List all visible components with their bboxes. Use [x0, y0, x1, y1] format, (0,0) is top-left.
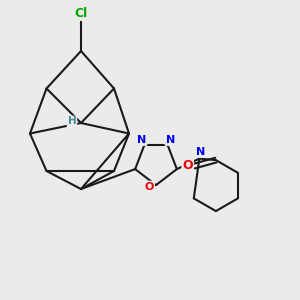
Text: O: O [182, 159, 193, 172]
Text: Cl: Cl [74, 7, 88, 20]
Text: N: N [196, 147, 206, 157]
Text: N: N [137, 135, 146, 145]
Text: O: O [145, 182, 154, 192]
Text: N: N [166, 135, 175, 145]
Text: H: H [68, 116, 76, 127]
